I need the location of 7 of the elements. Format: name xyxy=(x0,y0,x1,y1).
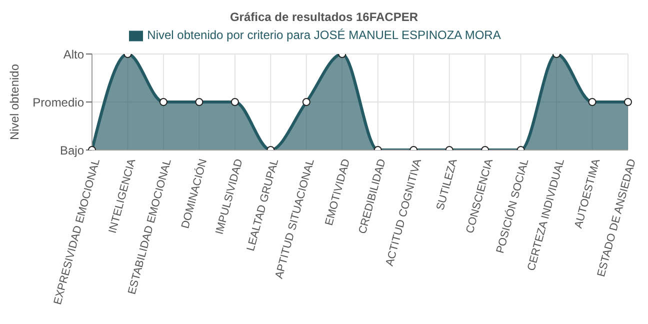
category-label: Promedio xyxy=(32,95,84,110)
chart-title: Gráfica de resultados 16FACPER xyxy=(228,9,420,26)
x-tick-label: LEALTAD GRUPAL xyxy=(244,158,282,252)
category-label: Bajo xyxy=(60,143,84,158)
y-axis-title: Nivel obtenido xyxy=(7,64,22,140)
category-label: Alto xyxy=(63,47,84,62)
legend-label: Nivel obtenido por criterio para JOSÉ MANUEL ESPINOZA MORA xyxy=(147,28,501,42)
